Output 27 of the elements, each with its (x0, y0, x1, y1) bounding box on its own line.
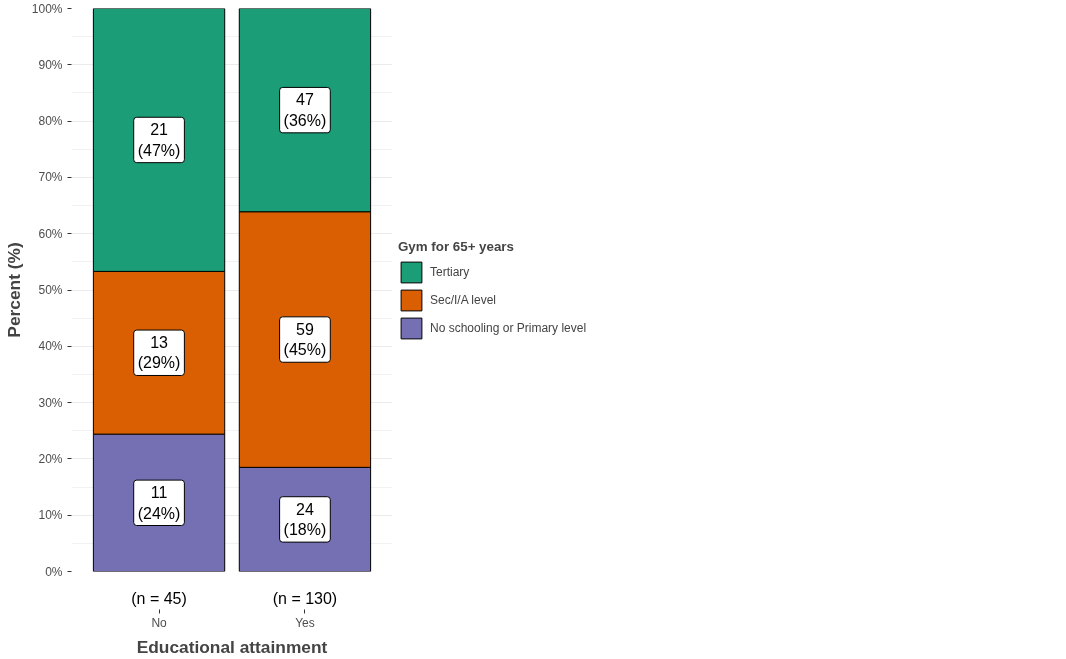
y-tick-label: 30% (38, 395, 63, 410)
y-tick-label: 100% (31, 1, 63, 16)
annotation: (n = 130) (272, 589, 338, 607)
data-label: 13 (29%) (137, 334, 181, 372)
data-label: 11 (24%) (137, 484, 181, 522)
y-tick-label: 40% (38, 339, 63, 354)
legend-label: No schooling or Primary level (430, 320, 587, 335)
legend-title: Gym for 65+ years (398, 238, 515, 254)
y-tick-label: 0% (45, 564, 63, 579)
annotation: (n = 45) (131, 589, 187, 607)
data-label: 47 (36%) (283, 91, 327, 129)
data-label: 24 (18%) (283, 500, 327, 539)
y-tick-label: 70% (38, 170, 63, 185)
y-tick-label: 20% (38, 451, 63, 466)
x-axis-title: Educational attainment (136, 636, 328, 657)
data-label: 21 (47%) (137, 121, 181, 159)
y-axis-title: Percent (%) (3, 242, 24, 338)
y-tick-label: 10% (38, 508, 63, 523)
x-tick-label: Yes (295, 615, 315, 630)
y-tick-label: 90% (38, 57, 63, 72)
x-tick-label: No (151, 615, 168, 630)
y-tick-label: 60% (38, 226, 63, 241)
y-tick-label: 80% (38, 114, 63, 129)
data-label: 59 (45%) (283, 320, 327, 359)
legend-label: Tertiary (430, 264, 470, 279)
y-tick-label: 50% (38, 283, 63, 297)
legend-label: Sec/I/A level (430, 292, 497, 307)
